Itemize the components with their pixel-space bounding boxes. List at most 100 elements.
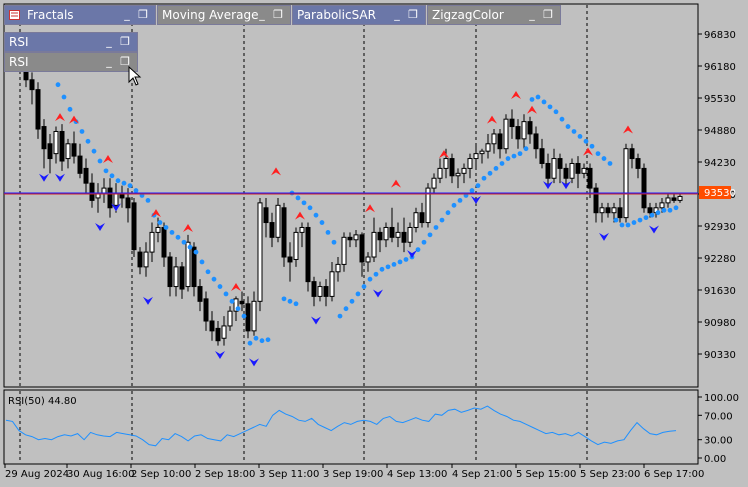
rsi-axis-label: 100.00 bbox=[704, 393, 739, 404]
sar-dot bbox=[577, 134, 583, 139]
fractal-down-arrow bbox=[111, 203, 121, 212]
sar-dot bbox=[349, 298, 355, 304]
sar-dot bbox=[325, 230, 331, 235]
sar-dot bbox=[133, 188, 139, 193]
fractal-up-arrow bbox=[583, 147, 593, 156]
sar-dot bbox=[481, 175, 487, 181]
time-axis-label: 30 Aug 16:00 bbox=[67, 469, 134, 480]
sar-dot bbox=[589, 143, 595, 149]
minimize-button[interactable]: _ bbox=[394, 8, 400, 21]
candle-body bbox=[239, 300, 245, 305]
chart-icon bbox=[9, 10, 20, 20]
fractal-down-arrow bbox=[471, 195, 481, 204]
minimize-button[interactable]: _ bbox=[106, 35, 112, 48]
fractals-window[interactable]: Fractals _ ❐ bbox=[4, 5, 156, 25]
sar-dot bbox=[421, 239, 427, 245]
candle-body bbox=[125, 197, 131, 209]
candle-body bbox=[71, 143, 77, 157]
sar-dot bbox=[511, 153, 517, 159]
candle-body bbox=[401, 231, 407, 243]
sar-dot bbox=[673, 205, 679, 211]
sar-dot bbox=[487, 170, 493, 176]
sar-dot bbox=[373, 271, 379, 277]
candle-body bbox=[461, 167, 467, 174]
candles bbox=[5, 40, 683, 346]
fractal-down-arrow bbox=[55, 173, 65, 182]
minimize-button[interactable]: _ bbox=[106, 55, 112, 68]
candle-body bbox=[479, 150, 485, 155]
mouse-pointer-icon bbox=[128, 66, 142, 86]
sar-dot bbox=[115, 178, 121, 184]
candle-body bbox=[203, 298, 209, 322]
sar-dot bbox=[583, 138, 589, 144]
candle-body bbox=[515, 126, 521, 140]
sar-dot bbox=[601, 156, 607, 161]
rsi-window-2[interactable]: RSI _ ❐ bbox=[4, 52, 138, 72]
moving-average-window-title: Moving Average bbox=[162, 8, 259, 22]
fractal-up-arrow bbox=[103, 155, 113, 164]
zigzag-color-window[interactable]: ZigzagColor _ ❐ bbox=[427, 5, 561, 25]
candle-body bbox=[641, 167, 647, 209]
sar-dot bbox=[301, 200, 307, 206]
sar-dot bbox=[61, 94, 67, 100]
parabolic-sar-window[interactable]: ParabolicSAR _ ❐ bbox=[292, 5, 426, 25]
fractal-up-arrow bbox=[69, 115, 79, 124]
minimize-button[interactable]: _ bbox=[529, 8, 535, 21]
sar-dot bbox=[109, 173, 115, 179]
candle-body bbox=[527, 121, 533, 135]
sar-dot bbox=[559, 116, 565, 122]
sar-dot bbox=[241, 313, 247, 319]
sar-dot bbox=[355, 291, 361, 297]
fractals-window-title: Fractals bbox=[27, 8, 74, 22]
price-axis-label: 90330 bbox=[704, 350, 736, 361]
price-axis-label: 94880 bbox=[704, 126, 736, 137]
fractal-down-arrow bbox=[649, 225, 659, 234]
candle-body bbox=[293, 231, 299, 260]
candle-body bbox=[491, 133, 497, 145]
sar-dot bbox=[127, 183, 133, 189]
maximize-button[interactable]: ❐ bbox=[120, 35, 130, 48]
maximize-button[interactable]: ❐ bbox=[408, 8, 418, 21]
sar-dot bbox=[649, 212, 655, 218]
moving-average-window[interactable]: Moving Average _ ❐ bbox=[157, 5, 291, 25]
candle-body bbox=[659, 202, 665, 209]
candle-body bbox=[671, 197, 677, 201]
candle-body bbox=[569, 162, 575, 179]
candle-body bbox=[173, 266, 179, 288]
rsi-axis-label: 30.00 bbox=[704, 436, 733, 447]
candle-body bbox=[155, 226, 161, 233]
candle-body bbox=[539, 148, 545, 164]
sar-dot bbox=[535, 94, 541, 100]
fractal-up-arrow bbox=[271, 167, 281, 176]
fractal-up-arrow bbox=[231, 283, 241, 292]
maximize-button[interactable]: ❐ bbox=[138, 8, 148, 21]
fractal-down-arrow bbox=[543, 181, 553, 190]
sar-dot bbox=[121, 180, 127, 186]
candle-body bbox=[647, 207, 653, 214]
candle-body bbox=[227, 310, 233, 327]
fractal-down-arrow bbox=[373, 289, 383, 298]
maximize-button[interactable]: ❐ bbox=[273, 8, 283, 21]
sar-dot bbox=[235, 306, 241, 312]
sar-dot bbox=[367, 276, 373, 282]
candle-body bbox=[329, 271, 335, 297]
maximize-button[interactable]: ❐ bbox=[543, 8, 553, 21]
candle-body bbox=[275, 204, 281, 238]
candle-body bbox=[263, 207, 269, 224]
sar-dot bbox=[667, 207, 673, 213]
sar-dot bbox=[181, 239, 187, 245]
minimize-button[interactable]: _ bbox=[124, 8, 130, 21]
candle-body bbox=[443, 158, 449, 169]
minimize-button[interactable]: _ bbox=[259, 8, 265, 21]
sar-dot bbox=[523, 146, 529, 152]
sar-dot bbox=[637, 217, 643, 223]
candle-body bbox=[503, 118, 509, 150]
sar-dot bbox=[517, 151, 523, 157]
sar-dot bbox=[397, 259, 403, 265]
candle-body bbox=[197, 286, 203, 302]
maximize-button[interactable]: ❐ bbox=[120, 55, 130, 68]
sar-dot bbox=[403, 257, 409, 262]
rsi-window-1[interactable]: RSI _ ❐ bbox=[4, 32, 138, 52]
price-axis-label: 96830 bbox=[704, 30, 736, 41]
